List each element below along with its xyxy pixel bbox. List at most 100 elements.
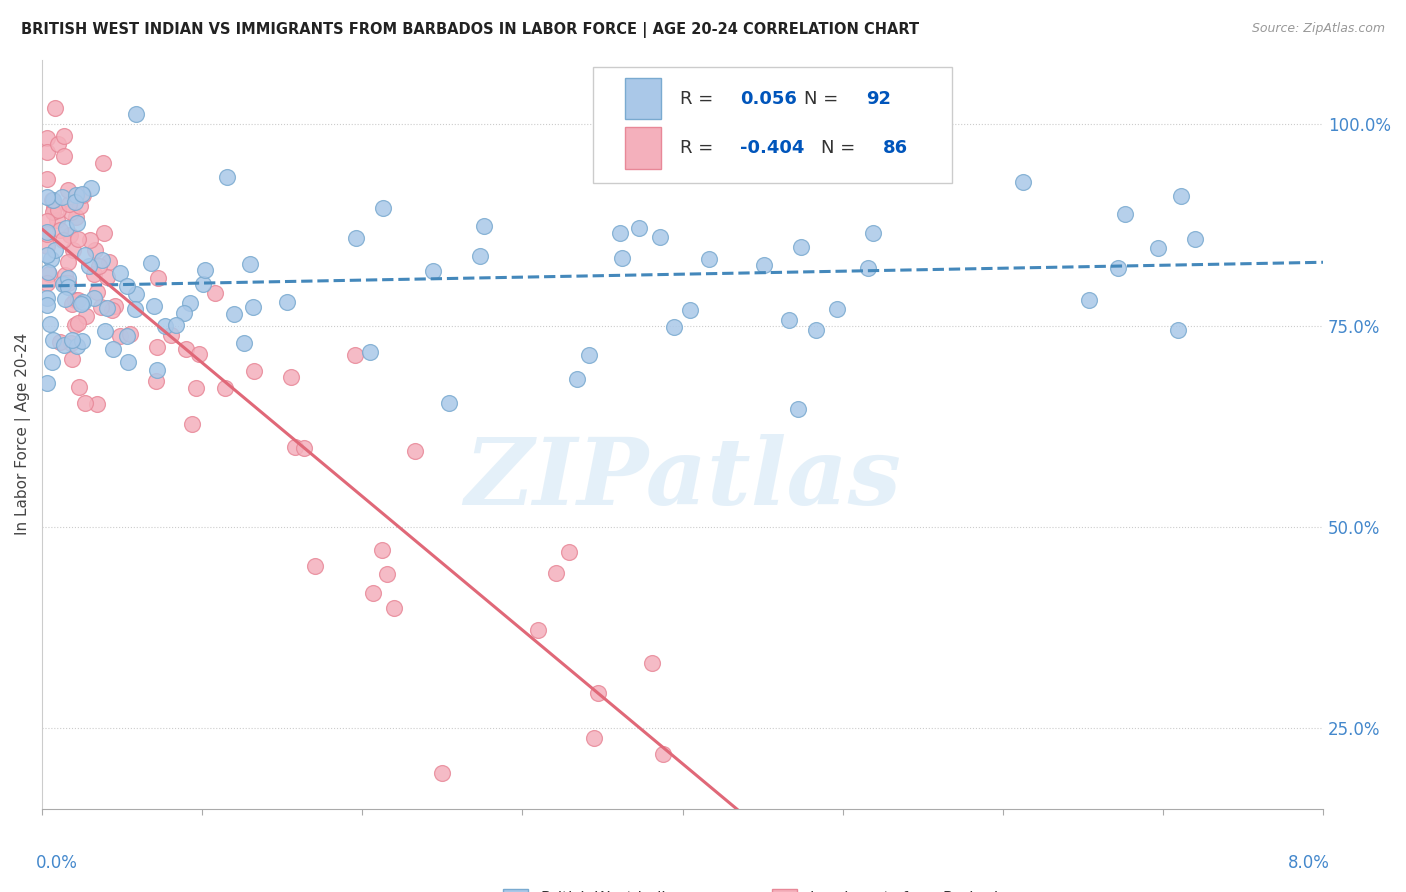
Point <box>343 348 366 362</box>
Point <box>232 336 254 351</box>
FancyBboxPatch shape <box>503 888 529 892</box>
Point <box>41 252 63 267</box>
Point <box>1184 232 1206 246</box>
Point <box>70 186 93 201</box>
Point <box>586 685 609 699</box>
Point <box>567 371 589 385</box>
Point <box>38 268 60 282</box>
Point <box>66 316 89 330</box>
Point <box>825 301 848 316</box>
Point <box>56 183 79 197</box>
Point <box>830 163 852 178</box>
Point <box>664 320 686 334</box>
Text: 8.0%: 8.0% <box>1288 854 1330 872</box>
Point <box>69 199 91 213</box>
Point <box>557 544 579 558</box>
Point <box>35 376 58 391</box>
Point <box>65 318 87 333</box>
Point <box>101 302 124 317</box>
Point <box>276 295 298 310</box>
Point <box>139 256 162 270</box>
Point <box>582 731 605 746</box>
Point <box>53 338 76 352</box>
Point <box>35 214 58 228</box>
Text: -0.404: -0.404 <box>741 139 804 157</box>
Point <box>224 307 246 321</box>
Point <box>35 298 58 312</box>
Point <box>115 329 138 343</box>
Point <box>214 382 236 396</box>
Point <box>108 266 131 280</box>
Point <box>527 624 550 638</box>
Point <box>35 248 58 262</box>
Point <box>75 310 97 324</box>
Point <box>48 137 70 152</box>
Point <box>66 216 89 230</box>
Point <box>42 193 65 207</box>
Point <box>180 417 202 431</box>
Point <box>546 566 568 581</box>
Point <box>862 226 884 240</box>
Point <box>404 444 426 458</box>
Point <box>146 362 169 376</box>
Point <box>179 296 201 310</box>
Point <box>610 251 633 265</box>
Point <box>42 201 65 215</box>
Point <box>165 318 187 332</box>
Point <box>90 300 112 314</box>
Point <box>193 263 215 277</box>
Point <box>39 318 62 332</box>
Point <box>679 303 702 318</box>
Point <box>142 299 165 313</box>
Point <box>187 347 209 361</box>
Point <box>55 220 77 235</box>
Point <box>46 202 69 217</box>
Point <box>63 194 86 209</box>
Text: N =: N = <box>804 89 845 108</box>
Point <box>44 243 66 257</box>
Point <box>1077 293 1099 307</box>
Point <box>215 170 238 185</box>
Point <box>60 333 83 347</box>
Point <box>280 369 302 384</box>
Point <box>53 276 76 290</box>
Point <box>41 194 63 208</box>
Point <box>243 364 266 378</box>
Text: 86: 86 <box>883 139 908 157</box>
Point <box>84 243 107 257</box>
Point <box>42 205 65 219</box>
Point <box>1107 260 1129 275</box>
Point <box>432 765 454 780</box>
Point <box>856 260 879 275</box>
Point <box>628 220 651 235</box>
Point <box>641 656 664 670</box>
Point <box>97 254 120 268</box>
Point <box>42 333 65 347</box>
Point <box>80 180 103 194</box>
Point <box>51 189 73 203</box>
Text: R =: R = <box>681 89 718 108</box>
Point <box>184 381 207 395</box>
Point <box>384 601 406 615</box>
Point <box>96 301 118 316</box>
Point <box>284 440 307 454</box>
FancyBboxPatch shape <box>772 888 797 892</box>
Point <box>174 343 197 357</box>
Point <box>125 287 148 301</box>
Point <box>53 149 76 163</box>
Point <box>35 291 58 305</box>
Point <box>83 267 105 281</box>
Point <box>35 227 58 242</box>
FancyBboxPatch shape <box>593 67 952 183</box>
Point <box>173 306 195 320</box>
Point <box>1114 207 1136 221</box>
Point <box>118 327 141 342</box>
Point <box>363 586 385 600</box>
Text: N =: N = <box>821 139 860 157</box>
Point <box>58 255 80 269</box>
FancyBboxPatch shape <box>626 128 661 169</box>
Point <box>60 336 83 351</box>
Point <box>470 249 492 263</box>
Point <box>238 257 260 271</box>
Point <box>91 156 114 170</box>
